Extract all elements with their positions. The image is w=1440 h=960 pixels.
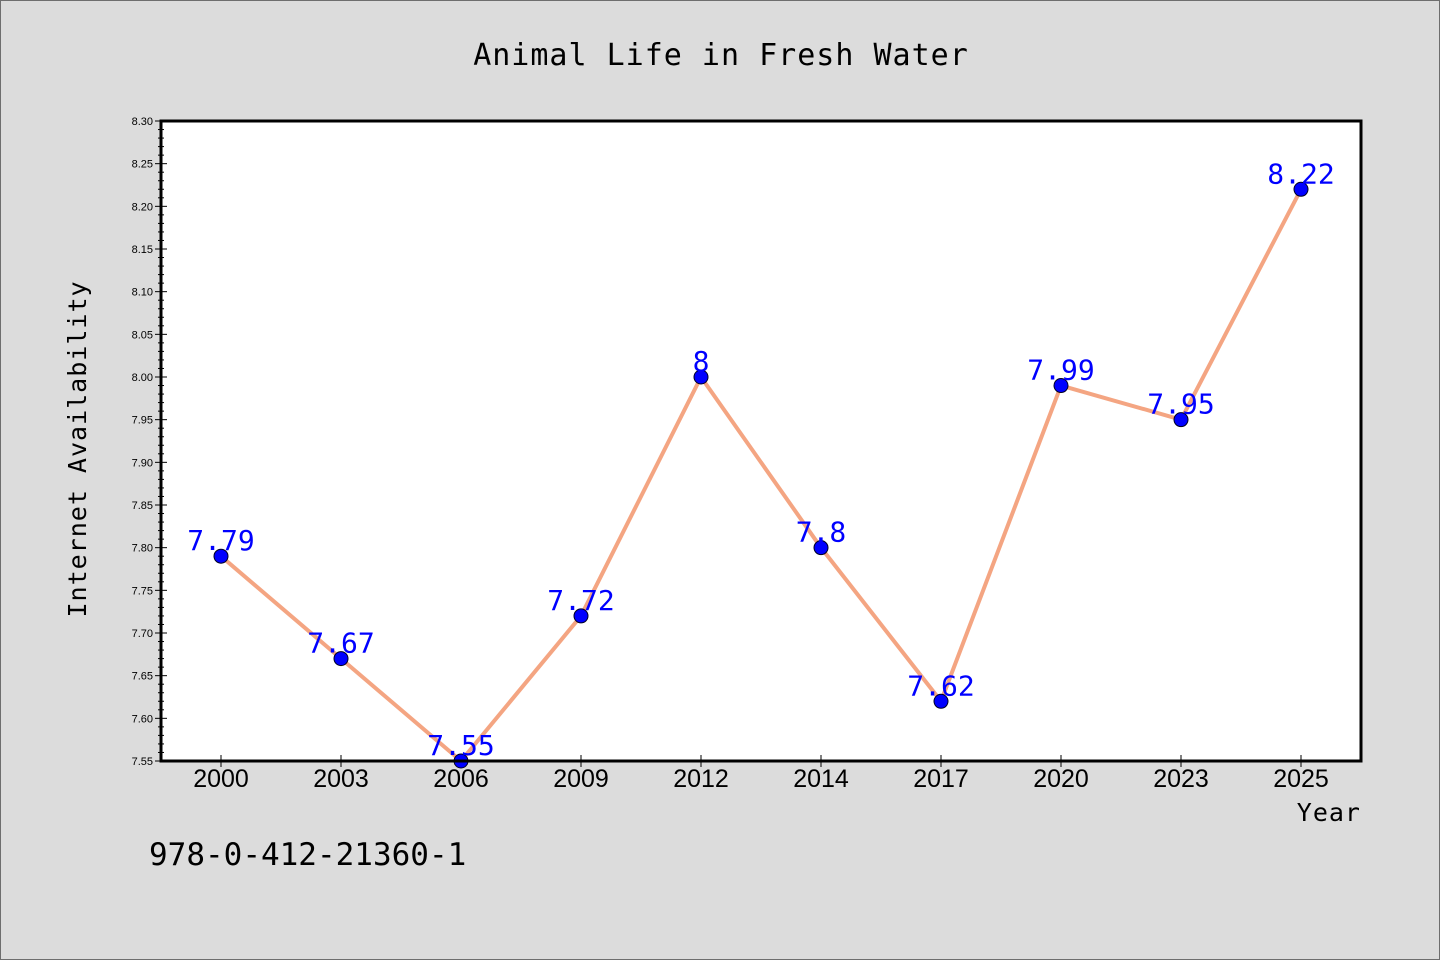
y-tick-label: 7.60: [132, 713, 153, 725]
x-tick-label: 2025: [1273, 765, 1329, 793]
x-tick-label: 2000: [193, 765, 249, 793]
x-tick-label: 2006: [433, 765, 489, 793]
y-tick-label: 7.85: [132, 500, 153, 512]
x-tick-label: 2012: [673, 765, 729, 793]
x-tick-label: 2014: [793, 765, 849, 793]
data-point: [1293, 181, 1309, 197]
x-tick-label: 2020: [1033, 765, 1089, 793]
y-tick-label: 8.10: [132, 287, 153, 299]
y-tick-label: 7.75: [132, 585, 153, 597]
y-tick-label: 8.20: [132, 201, 153, 213]
plot-area: [161, 121, 1361, 761]
y-axis-label: Internet Availability: [63, 280, 92, 617]
chart-title: Animal Life in Fresh Water: [473, 38, 969, 73]
data-point: [333, 651, 349, 667]
y-tick-label: 8.15: [132, 244, 153, 256]
data-label: 8: [693, 345, 710, 378]
data-label: 7.62: [907, 669, 974, 702]
data-point: [213, 548, 229, 564]
data-label: 7.95: [1147, 388, 1214, 421]
series-line: [219, 188, 1303, 763]
x-tick-label: 2017: [913, 765, 969, 793]
y-axis: 7.55 7.60 7.65 7.70 7.75 7.80 7.85 7.90 7.95 8.00…: [132, 116, 167, 768]
x-tick-label: 2009: [553, 765, 609, 793]
data-markers: [213, 181, 1309, 769]
y-tick-label: 8.30: [132, 116, 153, 128]
y-tick-label: 7.65: [132, 671, 153, 683]
data-label: 8.22: [1267, 157, 1334, 190]
x-tick-label: 2003: [313, 765, 369, 793]
y-tick-label: 7.90: [132, 457, 153, 469]
data-label: 7.8: [796, 516, 847, 549]
data-label: 7.72: [547, 584, 614, 617]
data-point: [573, 608, 589, 624]
x-tick-label: 2023: [1153, 765, 1209, 793]
x-axis-label: Year: [1297, 798, 1361, 827]
y-tick-label: 7.55: [132, 756, 153, 768]
data-point: [813, 540, 829, 556]
y-tick-label: 8.00: [132, 372, 153, 384]
data-point: [933, 693, 949, 709]
y-tick-label: 7.70: [132, 628, 153, 640]
y-tick-label: 7.80: [132, 543, 153, 555]
data-point: [693, 369, 709, 385]
x-axis: 2000 2003 2006 2009 2012 2014 2017 2020 2023 2025: [193, 755, 1329, 793]
data-label: 7.79: [187, 524, 254, 557]
y-tick-label: 7.95: [132, 415, 153, 427]
data-label: 7.55: [427, 729, 494, 762]
data-label: 7.99: [1027, 354, 1094, 387]
data-point: [1053, 378, 1069, 394]
plot-border: [159, 119, 1363, 763]
y-tick-label: 8.05: [132, 329, 153, 341]
data-label: 7.67: [307, 627, 374, 660]
isbn-text: 978-0-412-21360-1: [149, 837, 466, 873]
y-tick-label: 8.25: [132, 159, 153, 171]
data-labels: 7.79 7.67 7.55 7.72 8 7.8 7.62 7.99 7.95 8.22: [187, 157, 1334, 762]
data-point: [1173, 412, 1189, 428]
